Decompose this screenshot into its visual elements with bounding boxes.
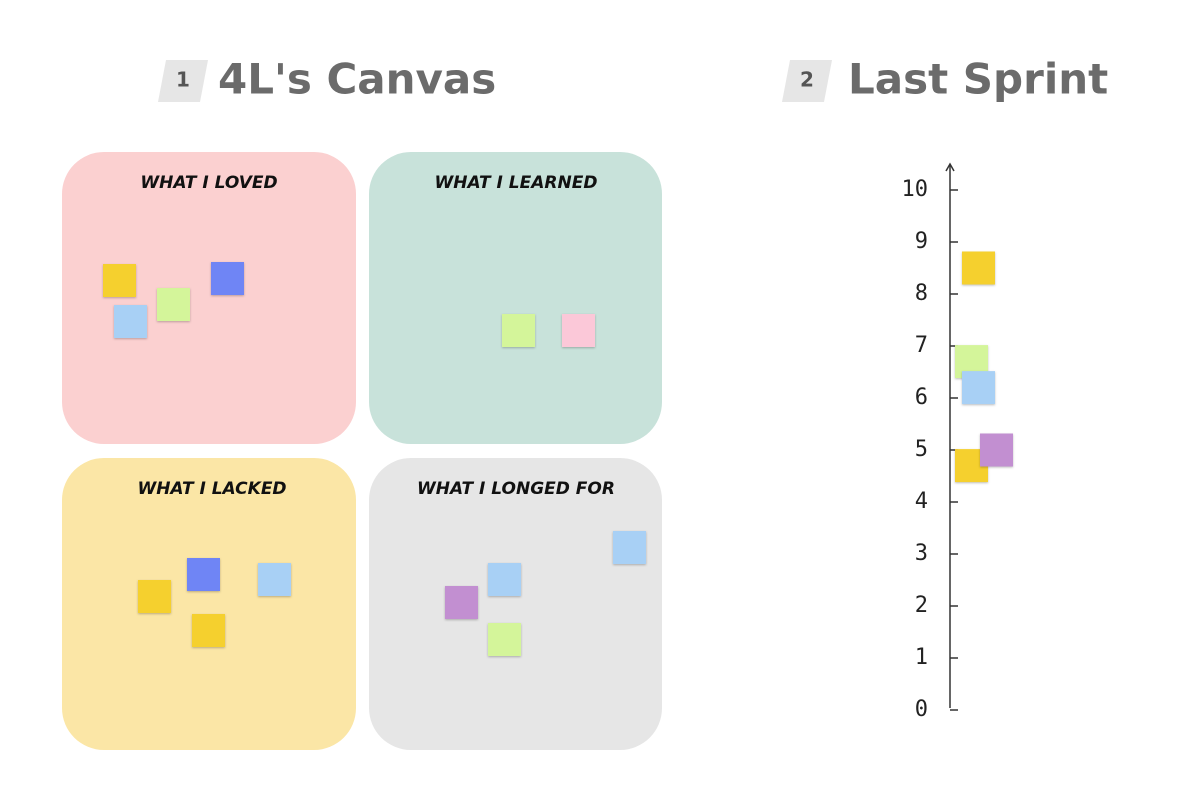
tick-label: 3 <box>915 541 928 566</box>
tick-label: 2 <box>915 593 928 618</box>
tick-label: 6 <box>915 385 928 410</box>
sticky-note <box>187 558 220 591</box>
quadrant <box>62 458 356 750</box>
section-number: 1 <box>176 68 190 92</box>
section-title: 4L's Canvas <box>218 55 496 104</box>
tick-label: 8 <box>915 281 928 306</box>
badge <box>782 60 832 102</box>
quadrant <box>62 152 356 444</box>
section-title: Last Sprint <box>848 55 1108 104</box>
tick-label: 10 <box>902 177 929 202</box>
sticky-note <box>211 262 244 295</box>
sticky-note <box>980 433 1013 467</box>
tick-label: 7 <box>915 333 928 358</box>
tick-label: 1 <box>915 645 928 670</box>
sticky-note <box>157 288 190 321</box>
tick-label: 0 <box>915 697 928 722</box>
sticky-note <box>613 531 646 564</box>
quadrant-title: WHAT I LOVED <box>140 173 277 193</box>
quadrant-title: WHAT I LONGED FOR <box>417 479 615 499</box>
sticky-note <box>445 586 478 619</box>
quadrant <box>369 458 662 750</box>
sticky-note <box>562 314 595 347</box>
quadrant-title: WHAT I LACKED <box>137 479 286 499</box>
sticky-note <box>962 371 995 405</box>
scale-arrow <box>945 162 955 172</box>
section-number: 2 <box>800 68 814 92</box>
sticky-note <box>114 305 147 338</box>
sticky-note <box>258 563 291 596</box>
tick-label: 5 <box>915 437 928 462</box>
badge <box>158 60 208 102</box>
tick-label: 9 <box>915 229 928 254</box>
sticky-notes <box>103 262 646 656</box>
sticky-note <box>488 563 521 596</box>
sticky-note <box>962 251 995 285</box>
tick-label: 4 <box>915 489 928 514</box>
quadrant <box>369 152 662 444</box>
sticky-note <box>138 580 171 613</box>
sticky-note <box>488 623 521 656</box>
sticky-note <box>502 314 535 347</box>
quadrant-title: WHAT I LEARNED <box>435 173 598 193</box>
sticky-note <box>192 614 225 647</box>
sticky-note <box>103 264 136 297</box>
